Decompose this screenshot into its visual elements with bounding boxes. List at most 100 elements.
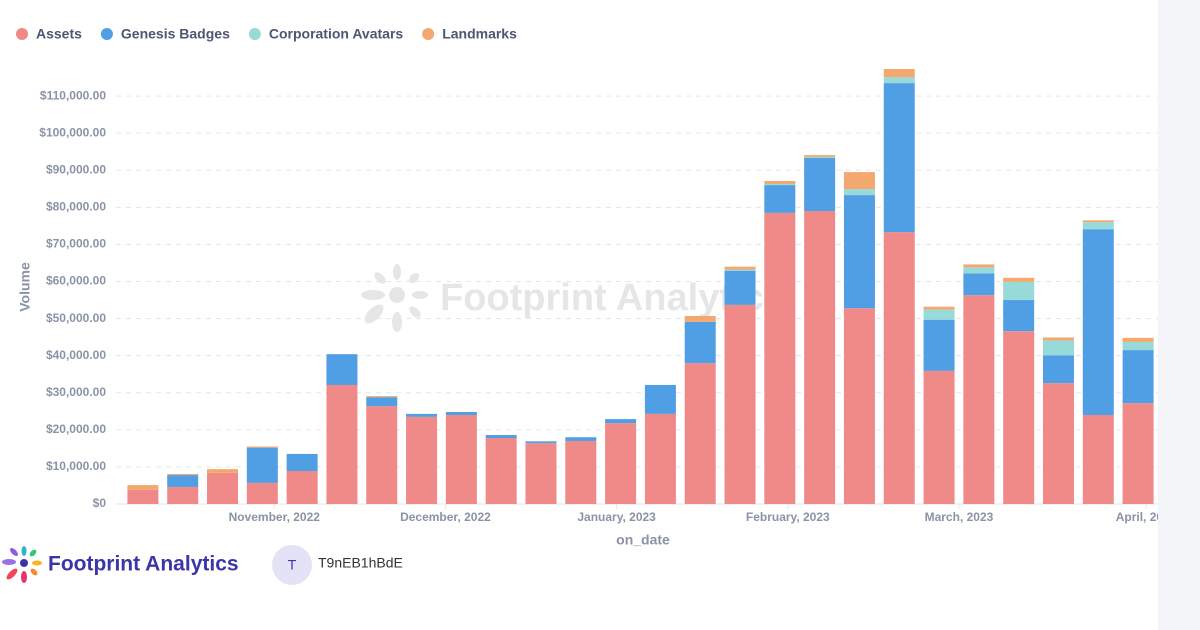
bar-segment (804, 155, 836, 157)
y-tick-label: $20,000.00 (46, 422, 106, 436)
bar-segment (883, 77, 915, 84)
bar-segment (167, 486, 199, 504)
legend-label: Corporation Avatars (269, 26, 404, 42)
bar-segment (963, 267, 995, 274)
bar-segment (246, 447, 278, 483)
x-tick-label: January, 2023 (577, 510, 656, 524)
watermark-logo (361, 264, 428, 332)
bar-segment (684, 321, 716, 364)
bar-segment (1082, 222, 1114, 230)
bar-segment (366, 396, 398, 398)
bar-segment (207, 469, 239, 473)
y-tick-label: $60,000.00 (46, 274, 106, 288)
bar-segment (1042, 355, 1074, 384)
bar-segment (445, 415, 477, 504)
footer-brand: Footprint Analytics (48, 553, 239, 576)
bar-segment (923, 370, 955, 504)
bar-segment (1003, 331, 1035, 504)
legend-marker (248, 28, 261, 40)
bar-segment (525, 443, 557, 504)
bar-segment (366, 406, 398, 504)
bar-segment (1042, 383, 1074, 504)
bar-segment (923, 306, 955, 310)
footer-logo (2, 546, 42, 583)
legend-marker (422, 28, 435, 40)
bar-segment (963, 273, 995, 296)
bar-segment (724, 304, 756, 504)
bar-segment (1122, 337, 1154, 342)
bar-segment (843, 195, 875, 309)
bar-segment (207, 472, 239, 504)
bar-segment (883, 83, 915, 233)
bar-segment (923, 309, 955, 320)
bar-segment (724, 270, 756, 305)
bar-segment (644, 413, 676, 504)
bar-segment (764, 181, 796, 184)
bar-segment (286, 470, 318, 504)
bar-segment (1122, 350, 1154, 404)
legend-label: Genesis Badges (121, 26, 230, 42)
bar-segment (167, 473, 199, 476)
y-tick-label: $40,000.00 (46, 348, 106, 362)
y-tick-label: $110,000.00 (40, 88, 106, 102)
bar-segment (963, 295, 995, 504)
bar-segment (1122, 403, 1154, 504)
bar-segment (127, 489, 159, 504)
y-tick-label: $50,000.00 (46, 311, 106, 325)
bar-segment (724, 266, 756, 270)
y-tick-label: $100,000.00 (39, 125, 106, 139)
bar-segment (167, 475, 199, 487)
bar-segment (843, 308, 875, 504)
x-tick-label: November, 2022 (229, 510, 321, 524)
bar-segment (1122, 341, 1154, 351)
y-tick-label: $30,000.00 (46, 385, 106, 399)
legend-label: Landmarks (442, 26, 517, 42)
bar-segment (1042, 337, 1074, 341)
avatar (272, 545, 312, 585)
bar-segment (883, 232, 915, 504)
bar-segment (525, 441, 557, 444)
bar-segment (923, 319, 955, 371)
bar-segment (764, 185, 796, 213)
x-tick-label: March, 2023 (925, 510, 994, 524)
bar-segment (445, 412, 477, 415)
bar-segment (485, 437, 517, 504)
bar-segment (246, 446, 278, 448)
y-tick-label: $0 (93, 496, 107, 510)
bar-segment (883, 69, 915, 78)
y-tick-label: $10,000.00 (46, 459, 106, 473)
side-strip (1158, 0, 1200, 630)
bar-segment (127, 485, 159, 490)
x-tick-label: February, 2023 (746, 510, 830, 524)
x-axis-label: on_date (616, 532, 670, 548)
bar-segment (326, 354, 358, 385)
bar-segment (406, 416, 438, 504)
bar-segment (406, 413, 438, 417)
bar-segment (605, 423, 637, 504)
bar-segment (843, 172, 875, 190)
legend-marker (16, 28, 28, 40)
x-ticks: November, 2022 December, 2022 January, 202… (229, 504, 1158, 524)
bar-segment (804, 158, 836, 212)
bar-segment (644, 384, 676, 414)
bar-segment (684, 363, 716, 504)
bar-segment (565, 440, 597, 504)
bar-segment (485, 435, 517, 438)
avatar-letter: T (288, 557, 297, 573)
bar-segment (724, 269, 756, 271)
bar-segment (1042, 340, 1074, 356)
bar-segment (605, 419, 637, 424)
legend-label: Assets (36, 26, 82, 42)
bar-segment (963, 264, 995, 268)
bar-segment (764, 183, 796, 186)
user-name: T9nEB1hBdE (318, 555, 403, 571)
bar-segment (804, 211, 836, 504)
bar-segment (246, 482, 278, 504)
legend-marker (100, 28, 113, 40)
x-tick-label: December, 2022 (400, 510, 491, 524)
bar-segment (1003, 300, 1035, 332)
bar-segment (326, 384, 358, 504)
bar-segment (1082, 220, 1114, 223)
